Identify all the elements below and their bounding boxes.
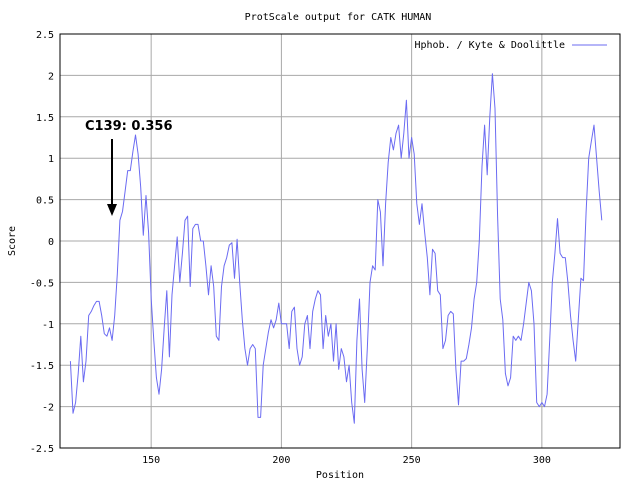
y-tick-label: -2 (42, 403, 54, 414)
series-line (69, 73, 603, 424)
y-tick-label: 0 (48, 237, 54, 248)
y-tick-label: -2.5 (30, 444, 54, 455)
y-tick-label: -1 (42, 320, 54, 331)
x-tick-label: 250 (403, 455, 421, 466)
x-axis-label: Position (316, 470, 364, 481)
y-tick-label: -0.5 (30, 278, 54, 289)
x-tick-label: 150 (142, 455, 160, 466)
y-axis-ticks: -2.5 -2 -1.5 -1 -0.5 0 0.5 1 1.5 2 2.5 (30, 30, 54, 455)
annotation-label: C139: 0.356 (85, 119, 173, 134)
y-tick-label: -1.5 (30, 361, 54, 372)
chart-title: ProtScale output for CATK HUMAN (245, 12, 432, 23)
y-tick-label: 2 (48, 71, 54, 82)
legend: Hphob. / Kyte & Doolittle (414, 40, 607, 51)
x-tick-label: 300 (533, 455, 551, 466)
legend-label: Hphob. / Kyte & Doolittle (414, 40, 565, 51)
annotation-layer: C139: 0.356 (85, 119, 173, 216)
plot-frame (59, 33, 621, 449)
y-tick-label: 2.5 (36, 30, 54, 41)
y-tick-label: 0.5 (36, 196, 54, 207)
y-axis-label: Score (7, 226, 18, 256)
annotation-arrow-head (107, 204, 117, 216)
series-layer (69, 73, 603, 424)
y-tick-label: 1 (48, 154, 54, 165)
y-tick-label: 1.5 (36, 113, 54, 124)
x-axis-ticks: 150 200 250 300 (142, 455, 551, 466)
x-tick-label: 200 (272, 455, 290, 466)
